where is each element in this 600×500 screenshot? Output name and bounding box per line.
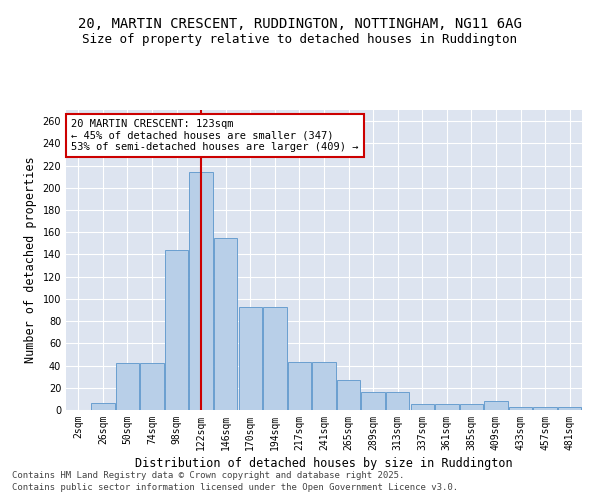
Bar [533, 406, 557, 410]
Bar [460, 404, 483, 410]
Bar [214, 238, 238, 410]
Bar [435, 404, 458, 410]
Bar [558, 406, 581, 410]
Bar [263, 306, 287, 410]
Bar [116, 364, 139, 410]
Bar [288, 362, 311, 410]
Bar [386, 392, 409, 410]
X-axis label: Distribution of detached houses by size in Ruddington: Distribution of detached houses by size … [135, 457, 513, 470]
Y-axis label: Number of detached properties: Number of detached properties [24, 156, 37, 364]
Bar [361, 392, 385, 410]
Text: 20, MARTIN CRESCENT, RUDDINGTON, NOTTINGHAM, NG11 6AG: 20, MARTIN CRESCENT, RUDDINGTON, NOTTING… [78, 18, 522, 32]
Bar [410, 404, 434, 410]
Text: Size of property relative to detached houses in Ruddington: Size of property relative to detached ho… [83, 32, 517, 46]
Bar [190, 172, 213, 410]
Bar [484, 401, 508, 410]
Bar [509, 406, 532, 410]
Bar [337, 380, 360, 410]
Text: Contains HM Land Registry data © Crown copyright and database right 2025.: Contains HM Land Registry data © Crown c… [12, 471, 404, 480]
Bar [91, 404, 115, 410]
Bar [165, 250, 188, 410]
Text: Contains public sector information licensed under the Open Government Licence v3: Contains public sector information licen… [12, 484, 458, 492]
Bar [239, 306, 262, 410]
Text: 20 MARTIN CRESCENT: 123sqm
← 45% of detached houses are smaller (347)
53% of sem: 20 MARTIN CRESCENT: 123sqm ← 45% of deta… [71, 119, 359, 152]
Bar [313, 362, 335, 410]
Bar [140, 364, 164, 410]
